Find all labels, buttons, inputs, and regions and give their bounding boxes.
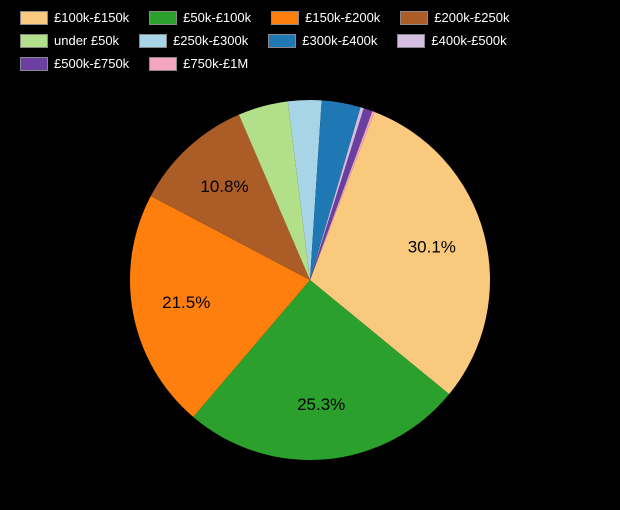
legend-item: £400k-£500k [397, 33, 506, 48]
legend-label: £250k-£300k [173, 33, 248, 48]
legend-swatch [20, 57, 48, 71]
legend-label: £50k-£100k [183, 10, 251, 25]
legend-swatch [20, 34, 48, 48]
legend-swatch [139, 34, 167, 48]
legend-label: £300k-£400k [302, 33, 377, 48]
legend-swatch [400, 11, 428, 25]
legend-label: £100k-£150k [54, 10, 129, 25]
legend-item: £300k-£400k [268, 33, 377, 48]
legend-swatch [397, 34, 425, 48]
legend-label: £400k-£500k [431, 33, 506, 48]
legend-label: £500k-£750k [54, 56, 129, 71]
legend-label: £750k-£1M [183, 56, 248, 71]
legend-label: under £50k [54, 33, 119, 48]
legend-swatch [149, 11, 177, 25]
legend-item: under £50k [20, 33, 119, 48]
legend-swatch [20, 11, 48, 25]
legend-label: £150k-£200k [305, 10, 380, 25]
legend-item: £500k-£750k [20, 56, 129, 71]
legend-swatch [149, 57, 177, 71]
pie-chart: 30.1% 25.3% 21.5% 10.8% [110, 80, 510, 480]
legend-swatch [268, 34, 296, 48]
legend-swatch [271, 11, 299, 25]
legend-item: £750k-£1M [149, 56, 248, 71]
legend-item: £100k-£150k [20, 10, 129, 25]
legend-item: £50k-£100k [149, 10, 251, 25]
legend-item: £200k-£250k [400, 10, 509, 25]
slice-label: 25.3% [297, 395, 345, 414]
slice-label: 30.1% [408, 237, 456, 256]
slice-label: 10.8% [200, 177, 248, 196]
legend-item: £250k-£300k [139, 33, 248, 48]
legend: £100k-£150k £50k-£100k £150k-£200k £200k-£2… [0, 0, 620, 71]
slice-label: 21.5% [162, 293, 210, 312]
legend-label: £200k-£250k [434, 10, 509, 25]
legend-item: £150k-£200k [271, 10, 380, 25]
